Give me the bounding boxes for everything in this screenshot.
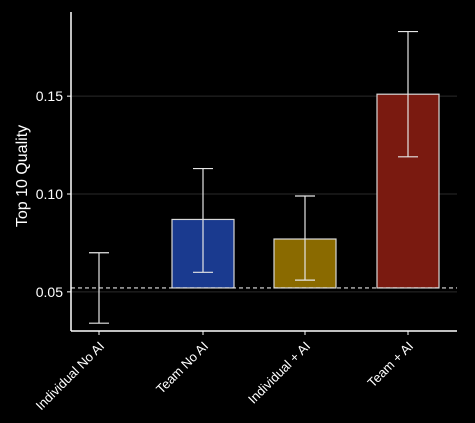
- y-tick-label: 0.05: [36, 284, 63, 300]
- x-category-label: Individual No AI: [33, 339, 107, 413]
- y-tick-label: 0.15: [36, 88, 63, 104]
- axes: [67, 12, 457, 335]
- x-category-label: Team + AI: [364, 339, 416, 391]
- x-category-label: Team No AI: [153, 339, 211, 397]
- y-axis-title: Top 10 Quality: [14, 125, 31, 227]
- error-bars: [89, 30, 418, 324]
- y-tick-label: 0.10: [36, 186, 63, 202]
- x-category-label: Individual + AI: [245, 339, 313, 407]
